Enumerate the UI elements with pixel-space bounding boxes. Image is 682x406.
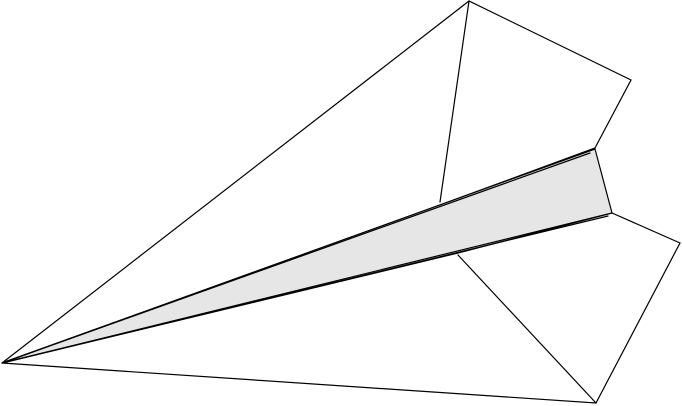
keel-crease-lower (1, 215, 609, 364)
airplane-keel (1, 148, 613, 364)
keel-crease-upper (1, 152, 591, 364)
lower-wing-fold-line (457, 254, 597, 404)
upper-wing-fold-line (439, 0, 470, 203)
